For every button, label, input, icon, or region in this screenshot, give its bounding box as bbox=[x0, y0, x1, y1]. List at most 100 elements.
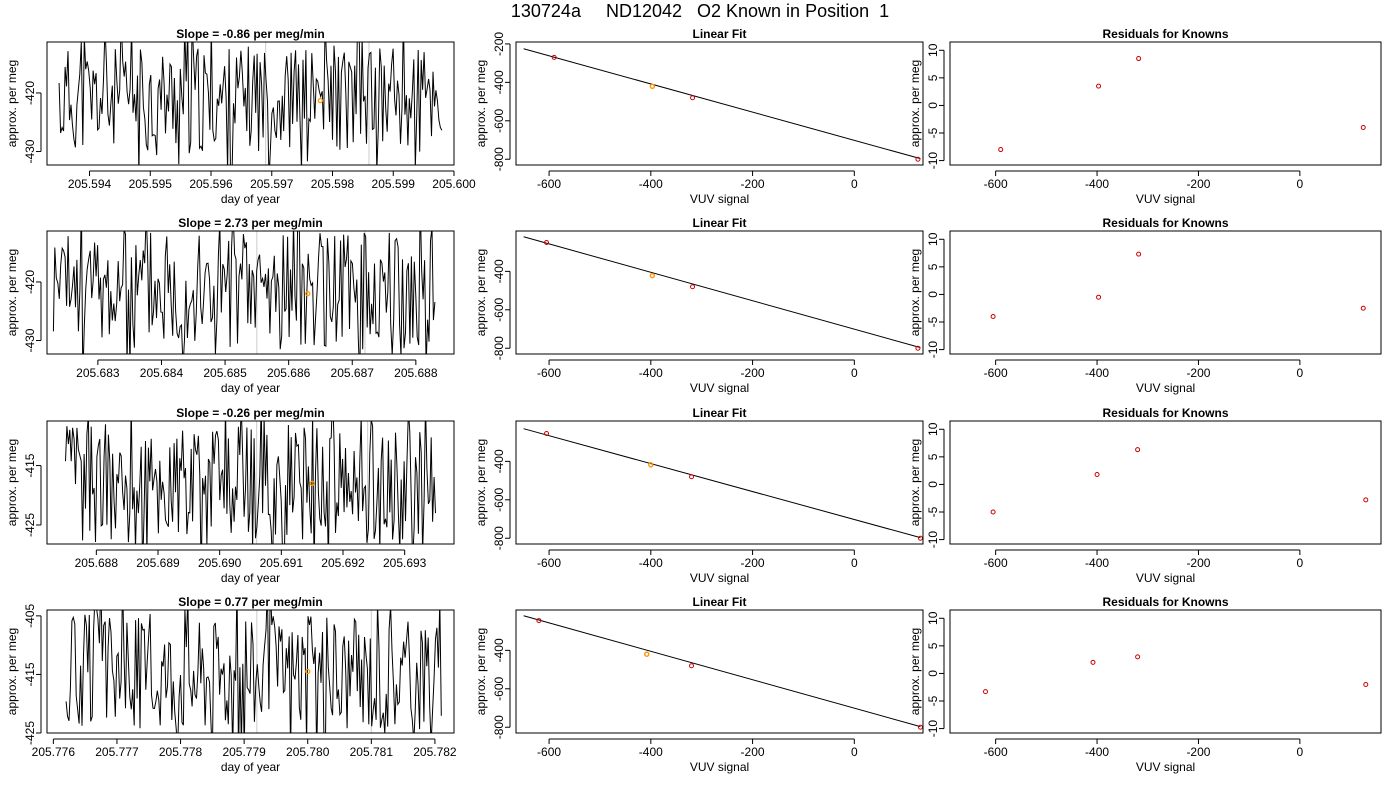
x-axis-label: VUV signal bbox=[1136, 571, 1195, 585]
plot-area bbox=[65, 421, 436, 544]
data-point bbox=[689, 663, 695, 669]
x-axis-label: VUV signal bbox=[1136, 760, 1195, 774]
y-tick-label: -10 bbox=[926, 341, 940, 359]
x-tick-label: 205.599 bbox=[372, 177, 416, 191]
x-tick-label: -600 bbox=[984, 366, 1008, 380]
x-tick-label: -400 bbox=[1085, 745, 1109, 759]
y-tick-label: -5 bbox=[926, 506, 940, 517]
data-point bbox=[1096, 83, 1102, 89]
plot-frame bbox=[949, 230, 1382, 355]
x-tick-label: -400 bbox=[639, 366, 663, 380]
chart-title: Residuals for Knowns bbox=[1102, 216, 1228, 230]
x-tick-label: -200 bbox=[741, 556, 765, 570]
plot-area bbox=[990, 251, 1366, 319]
y-axis-label: approx. per meg bbox=[908, 628, 922, 715]
y-axis-label: approx. per meg bbox=[474, 249, 488, 336]
x-tick-label: 205.781 bbox=[350, 745, 394, 759]
y-axis-label: approx. per meg bbox=[474, 439, 488, 526]
data-point bbox=[1136, 56, 1142, 62]
data-point bbox=[1094, 472, 1100, 478]
data-point bbox=[1360, 305, 1366, 311]
plot-area bbox=[982, 654, 1369, 695]
data-point bbox=[1135, 654, 1141, 660]
data-point bbox=[998, 147, 1004, 153]
x-tick-label: 0 bbox=[1297, 177, 1304, 191]
x-tick-label: 0 bbox=[1297, 556, 1304, 570]
y-tick-label: 10 bbox=[926, 611, 940, 625]
x-tick-label: -600 bbox=[984, 556, 1008, 570]
x-tick-label: -400 bbox=[639, 745, 663, 759]
data-point bbox=[536, 618, 542, 624]
data-point bbox=[544, 240, 550, 246]
x-tick-label: -600 bbox=[984, 177, 1008, 191]
y-tick-label: -420 bbox=[23, 81, 37, 105]
plot-frame bbox=[949, 420, 1382, 545]
y-tick-label: 0 bbox=[926, 670, 940, 677]
x-tick-label: -400 bbox=[1085, 556, 1109, 570]
x-tick-label: 0 bbox=[851, 556, 858, 570]
y-tick-label: -10 bbox=[926, 531, 940, 549]
x-tick-label: 205.693 bbox=[383, 556, 427, 570]
x-tick-label: 205.690 bbox=[198, 556, 242, 570]
chart-title: Linear Fit bbox=[692, 216, 746, 230]
y-tick-label: -400 bbox=[492, 638, 506, 662]
data-point bbox=[917, 535, 923, 541]
data-point bbox=[915, 345, 921, 351]
x-axis-label: VUV signal bbox=[1136, 381, 1195, 395]
x-tick-label: -200 bbox=[1186, 556, 1210, 570]
x-tick-label: -600 bbox=[984, 745, 1008, 759]
x-tick-label: 0 bbox=[1297, 366, 1304, 380]
y-axis-label: approx. per meg bbox=[5, 249, 19, 336]
data-point bbox=[915, 156, 921, 162]
x-tick-label: 205.692 bbox=[321, 556, 365, 570]
x-tick-label: 205.685 bbox=[203, 366, 247, 380]
x-tick-label: 205.596 bbox=[189, 177, 233, 191]
data-trace bbox=[65, 421, 436, 544]
data-point bbox=[990, 313, 996, 319]
chart-title: Linear Fit bbox=[692, 406, 746, 420]
data-point bbox=[689, 474, 695, 480]
chart-title: Slope = 0.77 per meg/min bbox=[178, 595, 322, 609]
x-tick-label: 0 bbox=[1297, 745, 1304, 759]
data-point bbox=[690, 95, 696, 101]
x-tick-label: -600 bbox=[537, 745, 561, 759]
y-axis-label: approx. per meg bbox=[5, 439, 19, 526]
plot-frame bbox=[46, 609, 455, 734]
chart-title: Residuals for Knowns bbox=[1102, 27, 1228, 41]
data-point bbox=[1136, 251, 1142, 257]
plot-area bbox=[52, 231, 436, 354]
y-tick-label: -400 bbox=[492, 449, 506, 473]
x-tick-label: -200 bbox=[741, 177, 765, 191]
x-tick-label: 205.597 bbox=[250, 177, 294, 191]
data-point bbox=[1096, 294, 1102, 300]
data-point bbox=[990, 509, 996, 515]
y-tick-label: -800 bbox=[492, 715, 506, 739]
data-point bbox=[1363, 497, 1369, 503]
data-trace bbox=[58, 42, 443, 165]
data-point bbox=[1360, 124, 1366, 130]
chart-panel-slope-2: 205.683 205.684 205.685 205.686 205.687 205.6… bbox=[5, 216, 455, 395]
data-point bbox=[982, 689, 988, 695]
x-tick-label: 205.594 bbox=[68, 177, 112, 191]
x-axis-label: VUV signal bbox=[690, 381, 749, 395]
y-tick-label: 0 bbox=[926, 102, 940, 109]
x-tick-label: 205.683 bbox=[76, 366, 120, 380]
x-tick-label: 0 bbox=[851, 366, 858, 380]
fit-line bbox=[523, 615, 921, 728]
chart-panel-fit-4: -600 -400 -200 0 -400 -600 -800 Linear Fit VUV s… bbox=[474, 595, 924, 774]
x-tick-label: 205.689 bbox=[136, 556, 180, 570]
plot-frame bbox=[515, 41, 924, 166]
chart-panel-resid-4: -600 -400 -200 0 -10 -5 0 5 10 Residuals for Know… bbox=[908, 595, 1382, 774]
x-tick-label: 205.782 bbox=[413, 745, 457, 759]
plot-area bbox=[990, 447, 1369, 515]
y-tick-label: -430 bbox=[23, 328, 37, 352]
chart-title: Slope = 2.73 per meg/min bbox=[178, 216, 322, 230]
data-point bbox=[690, 284, 696, 290]
x-axis-label: VUV signal bbox=[690, 192, 749, 206]
x-tick-label: 205.600 bbox=[432, 177, 476, 191]
x-axis-label: VUV signal bbox=[1136, 192, 1195, 206]
y-tick-label: 10 bbox=[926, 232, 940, 246]
y-tick-label: 5 bbox=[926, 642, 940, 649]
chart-panel-slope-3: 205.688 205.689 205.690 205.691 205.692 205.6… bbox=[5, 406, 455, 585]
